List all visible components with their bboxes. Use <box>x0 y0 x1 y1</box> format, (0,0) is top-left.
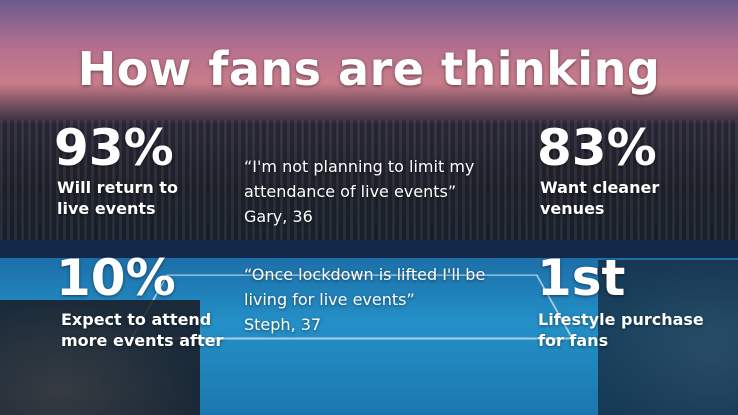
crowd <box>598 260 738 415</box>
stands <box>0 120 738 250</box>
quote-text: “Once lockdown is lifted I'll be living … <box>244 265 486 309</box>
quote-author: Gary, 36 <box>244 207 313 226</box>
stat-label: Want cleaner venues <box>540 178 660 218</box>
stat-label: Will return to live events <box>57 178 178 218</box>
stat-label: Lifestyle purchase for fans <box>538 310 704 350</box>
quote: “I'm not planning to limit my attendance… <box>244 154 519 229</box>
stat-value: 93% <box>54 119 174 177</box>
stat-value: 10% <box>56 249 176 307</box>
quote-text: “I'm not planning to limit my attendance… <box>244 157 475 201</box>
stat-label: Expect to attend more events after <box>61 310 224 350</box>
crowd <box>0 300 200 415</box>
quote: “Once lockdown is lifted I'll be living … <box>244 262 519 337</box>
stat-value: 83% <box>537 119 657 177</box>
stat-value: 1st <box>537 249 626 307</box>
banner <box>0 240 738 258</box>
title: How fans are thinking <box>77 42 661 96</box>
quote-author: Steph, 37 <box>244 315 322 334</box>
